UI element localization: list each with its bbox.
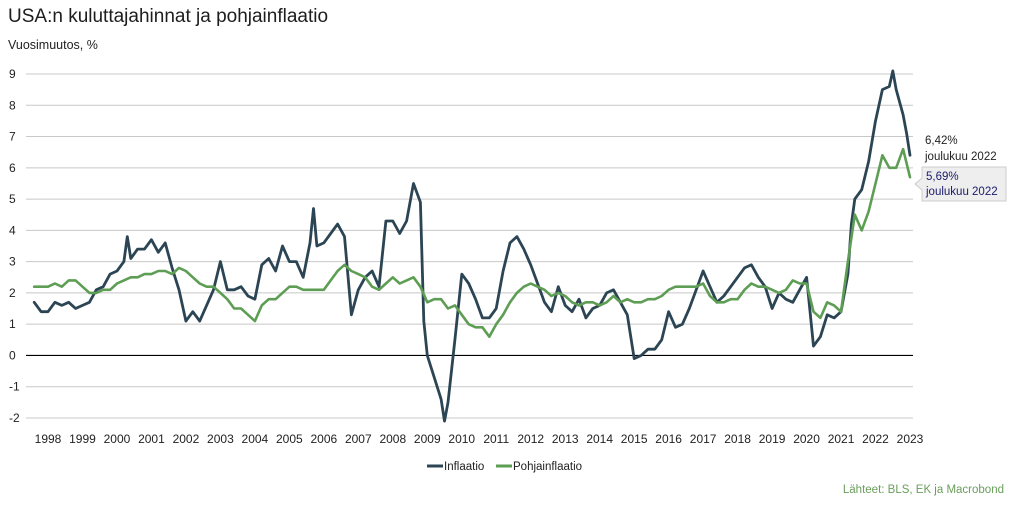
x-tick-label: 2012 bbox=[517, 432, 544, 446]
chart-title: USA:n kuluttajahinnat ja pohjainflaatio bbox=[8, 6, 329, 27]
x-tick-label: 2023 bbox=[897, 432, 924, 446]
x-tick-label: 1999 bbox=[69, 432, 96, 446]
x-tick-label: 2022 bbox=[862, 432, 889, 446]
x-tick-label: 2018 bbox=[724, 432, 751, 446]
annotation-pohjainflaatio-label: joulukuu 2022 bbox=[925, 186, 998, 198]
y-tick-label: 0 bbox=[9, 348, 16, 362]
x-tick-label: 2006 bbox=[310, 432, 337, 446]
legend: Inflaatio Pohjainflaatio bbox=[427, 461, 582, 473]
x-tick-label: 2009 bbox=[414, 432, 441, 446]
x-tick-label: 2002 bbox=[173, 432, 200, 446]
annotation-pohjainflaatio-value: 5,69% bbox=[926, 171, 959, 183]
x-tick-label: 2013 bbox=[552, 432, 579, 446]
y-tick-label: -1 bbox=[9, 380, 20, 394]
x-tick-label: 2020 bbox=[793, 432, 820, 446]
y-tick-label: 3 bbox=[9, 255, 16, 269]
y-tick-label: 7 bbox=[9, 130, 16, 144]
grid-lines bbox=[26, 73, 913, 419]
series-line-pohjainflaatio bbox=[32, 147, 912, 338]
x-tick-label: 2005 bbox=[276, 432, 303, 446]
y-tick-label: 8 bbox=[9, 98, 16, 112]
source-note: Lähteet: BLS, EK ja Macrobond bbox=[842, 484, 1004, 496]
y-tick-label: 5 bbox=[9, 192, 16, 206]
x-tick-label: 2010 bbox=[448, 432, 475, 446]
y-tick-label: 4 bbox=[9, 223, 16, 237]
annotation-inflaatio-label: joulukuu 2022 bbox=[924, 151, 997, 163]
end-annotations: 6,42% joulukuu 2022 5,69% joulukuu 2022 bbox=[914, 135, 1007, 202]
y-tick-label: -2 bbox=[9, 411, 20, 425]
x-tick-label: 2017 bbox=[690, 432, 717, 446]
annotation-callout-box bbox=[914, 166, 1007, 202]
x-tick-label: 2015 bbox=[621, 432, 648, 446]
x-tick-label: 1998 bbox=[35, 432, 62, 446]
legend-label-inflaatio: Inflaatio bbox=[444, 461, 484, 473]
x-tick-labels: 1998 1999 2000 2001 2002 2003 2004 2005 2006 2007… bbox=[35, 432, 924, 446]
x-tick-label: 2019 bbox=[759, 432, 786, 446]
y-tick-label: 9 bbox=[9, 67, 16, 81]
series-lines bbox=[32, 69, 912, 423]
x-tick-label: 2003 bbox=[207, 432, 234, 446]
x-tick-label: 2011 bbox=[483, 432, 509, 446]
series-line-inflaatio bbox=[32, 69, 912, 423]
x-tick-label: 2008 bbox=[379, 432, 406, 446]
annotation-inflaatio-value: 6,42% bbox=[925, 135, 958, 147]
y-tick-labels: 9 8 7 6 5 4 3 2 1 0 -1 -2 bbox=[9, 67, 20, 425]
x-tick-label: 2004 bbox=[242, 432, 269, 446]
x-tick-label: 2007 bbox=[345, 432, 372, 446]
y-axis-label: Vuosimuutos, % bbox=[8, 38, 98, 52]
y-tick-label: 6 bbox=[9, 161, 16, 175]
legend-label-pohjainflaatio: Pohjainflaatio bbox=[513, 461, 582, 473]
x-tick-label: 2000 bbox=[104, 432, 131, 446]
x-tick-label: 2016 bbox=[655, 432, 682, 446]
x-tick-label: 2014 bbox=[586, 432, 613, 446]
y-tick-label: 2 bbox=[9, 286, 16, 300]
x-tick-label: 2001 bbox=[138, 432, 165, 446]
x-tick-label: 2021 bbox=[828, 432, 855, 446]
y-tick-label: 1 bbox=[9, 317, 16, 331]
